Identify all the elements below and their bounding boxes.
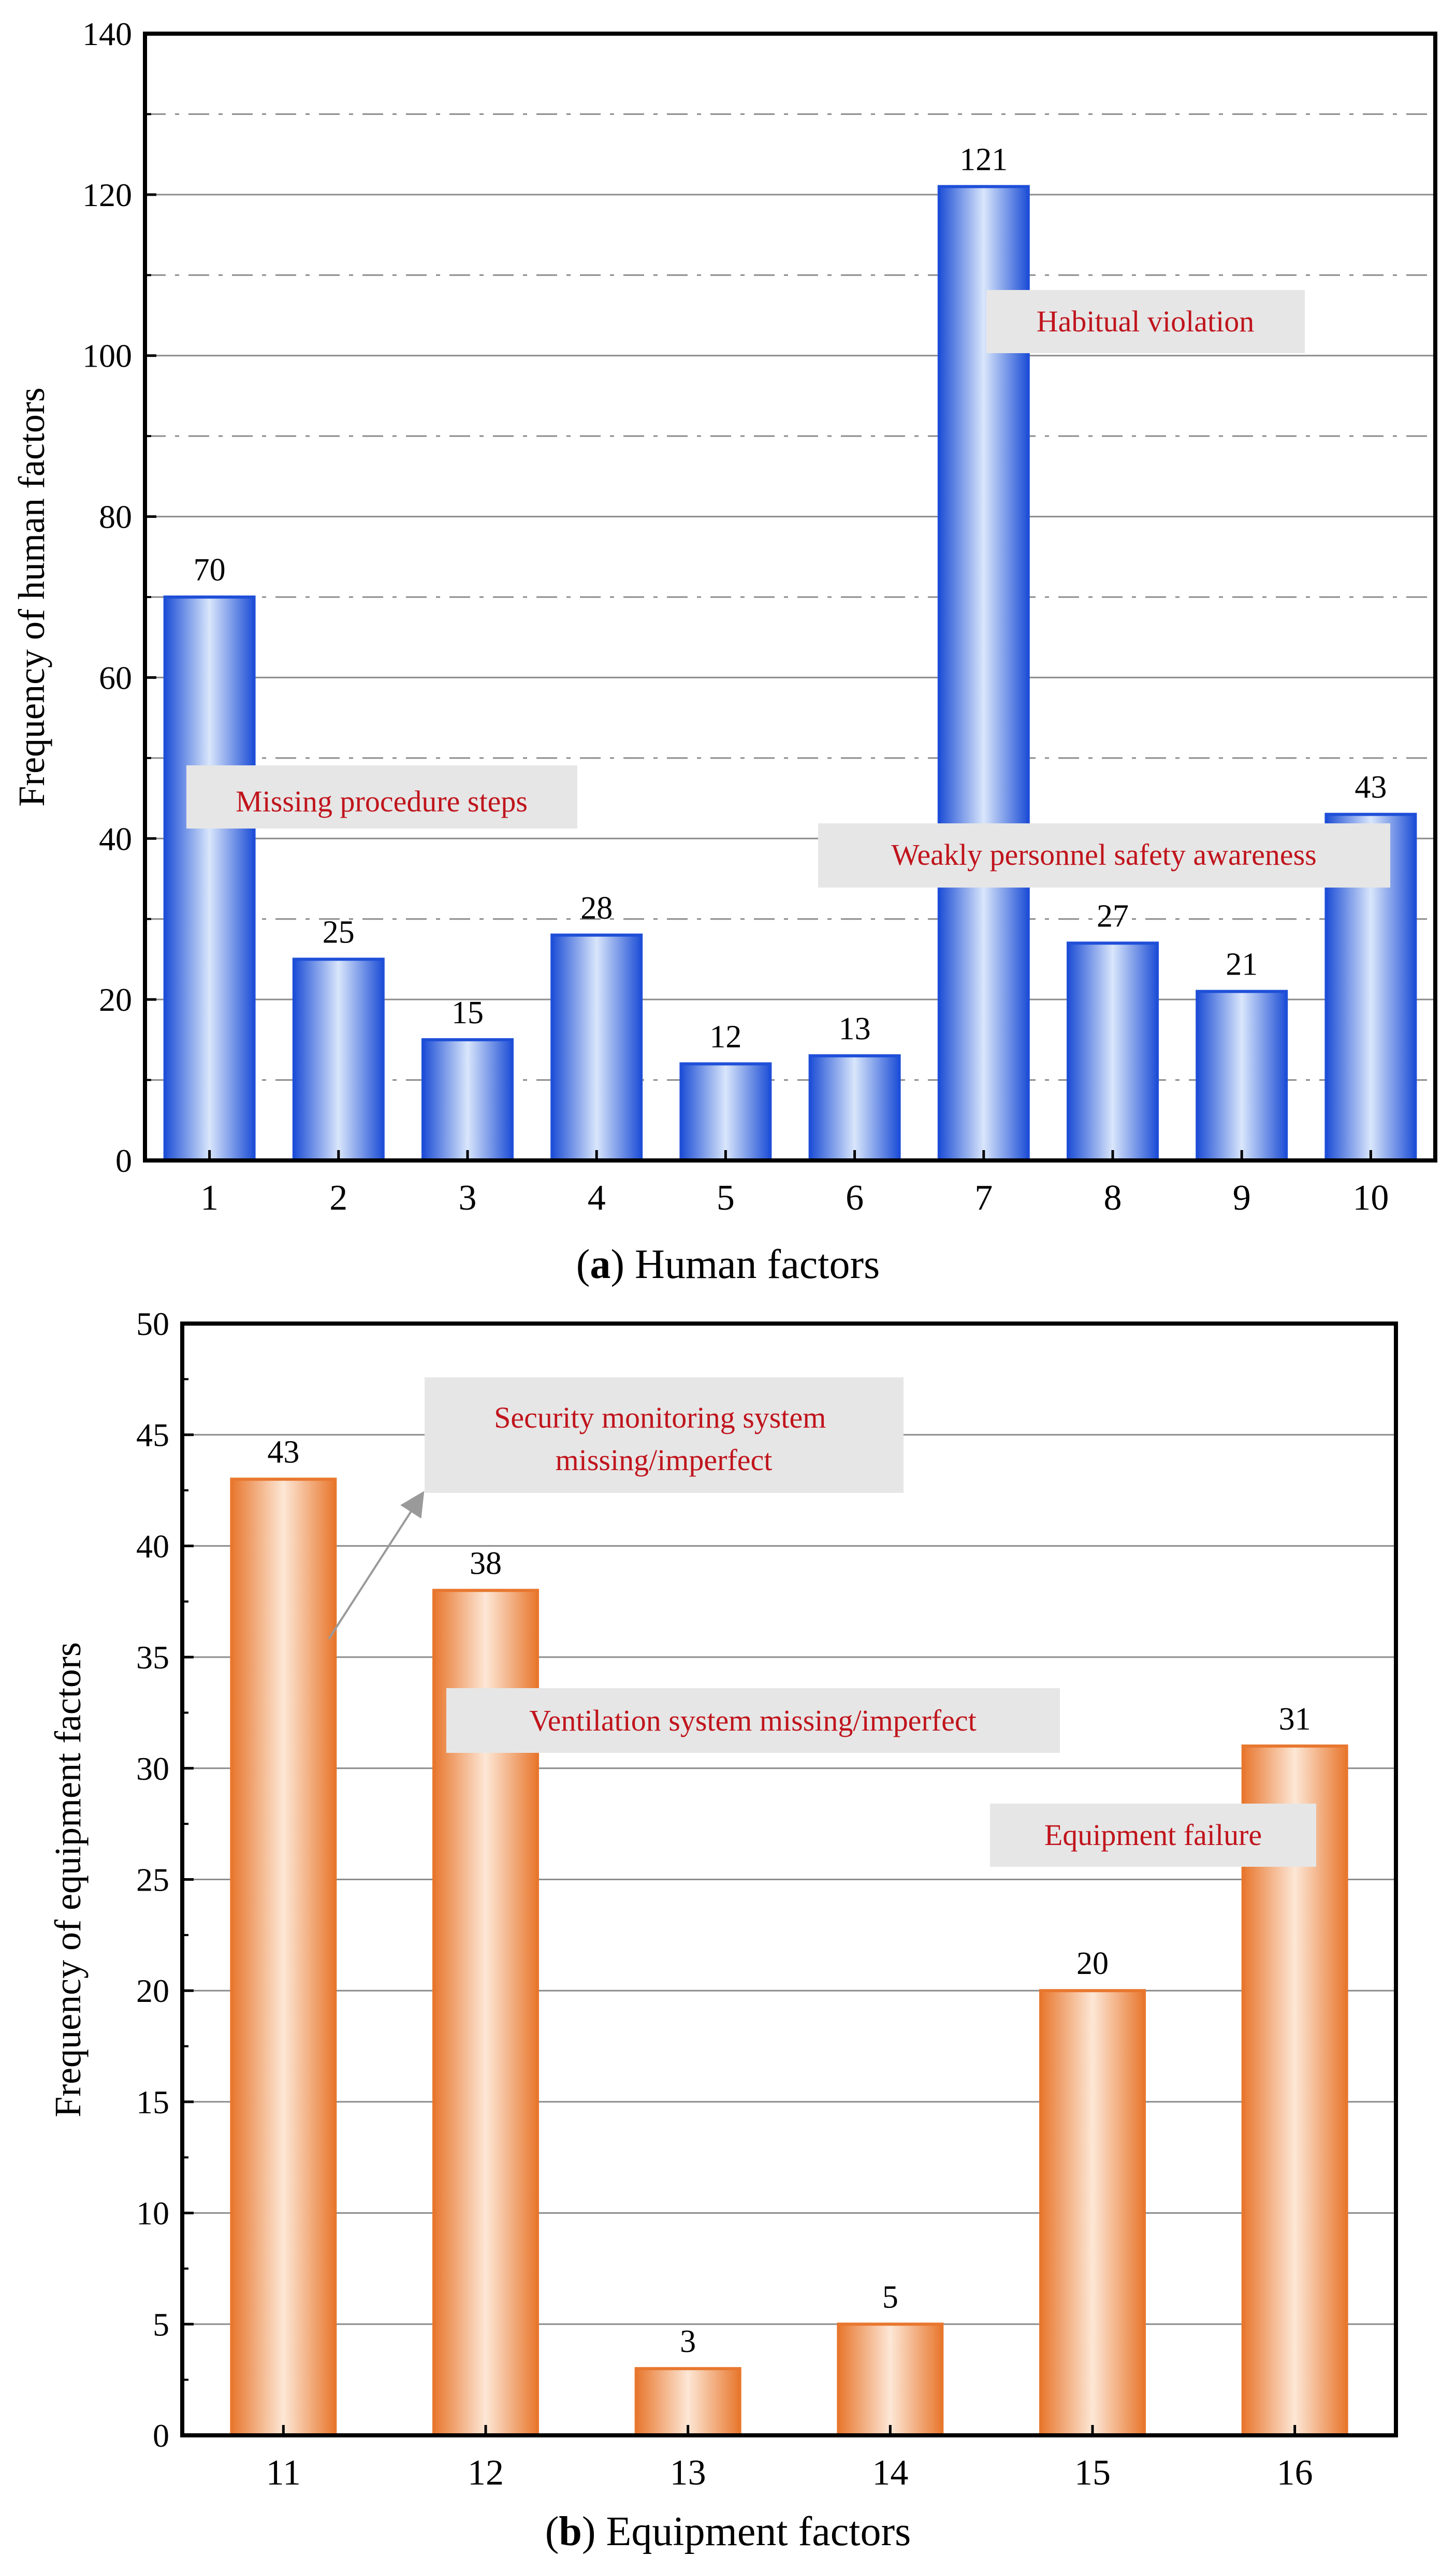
x-tick-label: 7 (974, 1178, 993, 1218)
bar (230, 1477, 337, 2437)
bar-value-label: 25 (323, 914, 355, 950)
y-axis-label: Frequency of equipment factors (47, 1642, 89, 2117)
x-tick-label: 9 (1233, 1178, 1251, 1218)
y-tick-label: 0 (115, 1142, 132, 1179)
annotation-line: missing/imperfect (556, 1443, 773, 1477)
x-tick-label: 16 (1277, 2453, 1313, 2493)
y-tick-label: 40 (136, 1528, 169, 1564)
y-tick-label: 80 (99, 499, 132, 535)
x-tick-label: 15 (1074, 2453, 1111, 2493)
x-tick-label: 11 (266, 2453, 301, 2493)
data-labels: 70 25 15 28 12 13 121 27 21 43 (194, 142, 1387, 1054)
x-tick-label: 2 (329, 1178, 347, 1218)
bar-value-label: 31 (1279, 1702, 1311, 1737)
bar (1039, 1989, 1146, 2437)
bar (163, 596, 256, 1162)
x-tick-label: 12 (468, 2453, 504, 2493)
x-tick-label: 10 (1352, 1178, 1389, 1218)
annotation-box (986, 290, 1305, 353)
gridlines (182, 1434, 1396, 2325)
y-tick-label: 50 (136, 1305, 169, 1342)
bar-value-label: 20 (1076, 1946, 1109, 1981)
annotation-box (990, 1804, 1316, 1867)
y-tick-label: 20 (99, 981, 132, 1018)
annotation-arrow (328, 1491, 425, 1640)
bar-value-label: 70 (194, 553, 226, 588)
bar (1067, 941, 1159, 1163)
bar-value-label: 28 (580, 891, 613, 926)
caption-b: (b) Equipment factors (545, 2509, 911, 2554)
bar (292, 957, 385, 1163)
x-tick-label: 13 (670, 2453, 706, 2493)
annotation-line: Security monitoring system (494, 1401, 826, 1434)
x-tick-label: 1 (200, 1178, 219, 1218)
y-tick-label: 40 (99, 820, 132, 857)
bar-value-label: 121 (959, 142, 1008, 177)
bar (421, 1038, 514, 1163)
annotation-security-monitoring: Security monitoring system missing/imper… (494, 1401, 834, 1477)
annotations: Security monitoring system missing/imper… (328, 1377, 1316, 1867)
x-tick-label: 4 (588, 1178, 606, 1218)
y-tick-label: 35 (136, 1639, 169, 1676)
y-tick-label: 10 (136, 2195, 169, 2232)
bar-value-label: 21 (1226, 947, 1258, 982)
bar-value-label: 5 (882, 2279, 898, 2315)
bar-value-label: 38 (470, 1546, 502, 1581)
y-axis-label: Frequency of human factors (11, 387, 52, 807)
y-tick-label: 100 (82, 338, 132, 374)
bar-value-label: 43 (1355, 770, 1387, 805)
y-tick-label: 15 (136, 2084, 169, 2121)
x-tick-label: 3 (459, 1178, 477, 1218)
x-tick-label: 8 (1104, 1178, 1122, 1218)
annotation-missing-procedure-steps: Missing procedure steps (236, 785, 528, 818)
bar-value-label: 43 (267, 1435, 299, 1470)
annotation-equipment-failure: Equipment failure (1044, 1818, 1262, 1852)
bar (1196, 990, 1288, 1162)
x-tick-label: 14 (872, 2453, 908, 2493)
y-tick-label: 20 (136, 1972, 169, 2009)
bar-value-label: 3 (680, 2324, 696, 2359)
y-tick-label: 0 (153, 2417, 169, 2454)
annotation-ventilation-system: Ventilation system missing/imperfect (529, 1704, 976, 1737)
bar-value-label: 27 (1097, 898, 1129, 934)
y-tick-label: 5 (153, 2306, 169, 2343)
bar-value-label: 15 (452, 995, 484, 1030)
annotation-weakly-personnel-safety-awareness: Weakly personnel safety awareness (891, 838, 1317, 872)
annotations: Missing procedure steps Habitual violati… (186, 290, 1390, 888)
y-tick-label: 120 (82, 177, 132, 213)
x-tick-label: 5 (717, 1178, 735, 1218)
y-tick-label: 30 (136, 1750, 169, 1787)
annotation-box (818, 823, 1390, 888)
x-tick-label: 6 (846, 1178, 864, 1218)
bar (679, 1062, 772, 1162)
y-tick-label: 45 (136, 1417, 169, 1454)
y-tick-label: 25 (136, 1862, 169, 1898)
y-tick-label: 140 (82, 16, 132, 52)
bar (837, 2322, 944, 2437)
caption-a: (a) Human factors (576, 1242, 880, 1287)
bar-value-label: 13 (839, 1011, 871, 1047)
bar (550, 933, 643, 1163)
annotation-box (425, 1377, 904, 1493)
bars (230, 1477, 1348, 2437)
annotation-habitual-violation: Habitual violation (1037, 304, 1254, 338)
annotation-box (186, 765, 577, 829)
bar-value-label: 12 (709, 1019, 741, 1054)
y-tick-label: 60 (99, 659, 132, 696)
bar (808, 1054, 901, 1163)
data-labels: 43 38 3 5 20 31 (267, 1435, 1311, 2360)
annotation-box (446, 1688, 1060, 1753)
